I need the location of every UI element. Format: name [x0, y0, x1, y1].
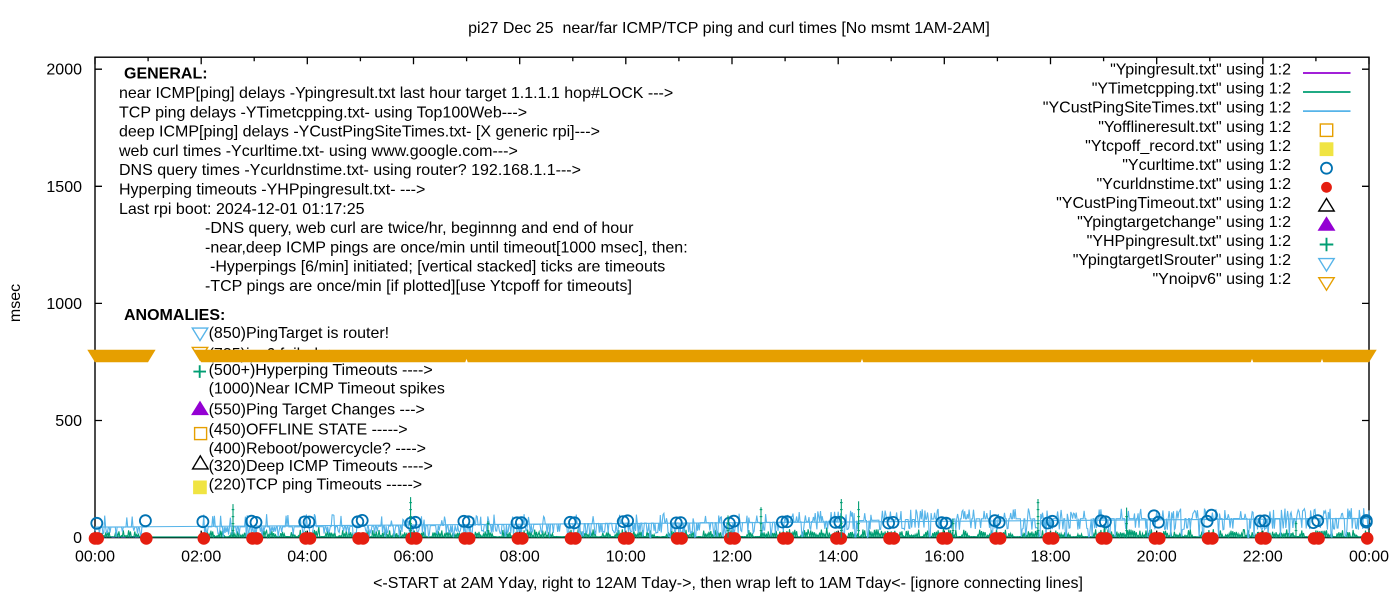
svg-text:00:00: 00:00	[75, 549, 115, 566]
svg-text:(400)Reboot/powercycle? ---->: (400)Reboot/powercycle? ---->	[209, 440, 426, 457]
svg-text:"Ypingresult.txt" using 1:2: "Ypingresult.txt" using 1:2	[1110, 62, 1291, 79]
svg-text:web curl times -Ycurltime.txt-: web curl times -Ycurltime.txt- using www…	[118, 143, 518, 160]
svg-text:-TCP pings are once/min [if pl: -TCP pings are once/min [if plotted][use…	[205, 278, 632, 295]
svg-text:06:00: 06:00	[393, 549, 433, 566]
svg-text:(1000)Near ICMP Timeout spikes: (1000)Near ICMP Timeout spikes	[209, 381, 445, 398]
svg-text:0: 0	[73, 530, 82, 547]
svg-text:Hyperping timeouts -YHPpingres: Hyperping timeouts -YHPpingresult.txt- -…	[119, 182, 425, 199]
svg-text:(500+)Hyperping Timeouts ---->: (500+)Hyperping Timeouts ---->	[209, 362, 433, 379]
svg-text:"YCustPingTimeout.txt" using 1: "YCustPingTimeout.txt" using 1:2	[1056, 195, 1291, 212]
svg-text:14:00: 14:00	[818, 549, 858, 566]
svg-text:"Yofflineresult.txt" using 1:2: "Yofflineresult.txt" using 1:2	[1098, 119, 1291, 136]
svg-text:(850)PingTarget is router!: (850)PingTarget is router!	[209, 325, 390, 342]
svg-text:20:00: 20:00	[1137, 549, 1177, 566]
svg-text:(320)Deep ICMP Timeouts ---->: (320)Deep ICMP Timeouts ---->	[209, 458, 433, 475]
svg-text:1000: 1000	[46, 296, 82, 313]
svg-text:04:00: 04:00	[287, 549, 327, 566]
svg-text:1500: 1500	[46, 179, 82, 196]
svg-text:pi27 Dec 25 near/far ICMP/TCP: pi27 Dec 25 near/far ICMP/TCP ping and c…	[468, 20, 990, 37]
svg-text:msec: msec	[7, 284, 24, 322]
svg-text:02:00: 02:00	[181, 549, 221, 566]
svg-text:GENERAL:: GENERAL:	[124, 66, 208, 83]
svg-text:TCP ping delays -YTimetcpping.: TCP ping delays -YTimetcpping.txt- using…	[119, 104, 527, 121]
svg-text:-near,deep ICMP pings are once: -near,deep ICMP pings are once/min until…	[205, 239, 688, 256]
svg-text:2000: 2000	[46, 62, 82, 79]
svg-text:22:00: 22:00	[1243, 549, 1283, 566]
svg-text:DNS query times -Ycurldnstime.: DNS query times -Ycurldnstime.txt- using…	[119, 162, 581, 179]
svg-text:Last rpi boot: 2024-12-01 01:1: Last rpi boot: 2024-12-01 01:17:25	[119, 201, 365, 218]
svg-text:00:00: 00:00	[1349, 549, 1389, 566]
svg-text:"Ycurltime.txt" using 1:2: "Ycurltime.txt" using 1:2	[1122, 157, 1291, 174]
svg-text:"Ycurldnstime.txt" using 1:2: "Ycurldnstime.txt" using 1:2	[1096, 176, 1291, 193]
svg-text:deep ICMP[ping] delays -YCustP: deep ICMP[ping] delays -YCustPingSiteTim…	[119, 124, 600, 141]
svg-text:(220)TCP ping Timeouts ----->: (220)TCP ping Timeouts ----->	[209, 477, 423, 494]
svg-text:(450)OFFLINE STATE ----->: (450)OFFLINE STATE ----->	[209, 421, 408, 438]
svg-text:<-START at 2AM Yday, right to: <-START at 2AM Yday, right to 12AM Tday-…	[373, 575, 1083, 592]
svg-text:ANOMALIES:: ANOMALIES:	[124, 307, 225, 324]
svg-text:18:00: 18:00	[1030, 549, 1070, 566]
svg-text:"Ypingtargetchange" using 1:2: "Ypingtargetchange" using 1:2	[1077, 214, 1291, 231]
svg-text:"YHPpingresult.txt" using 1:2: "YHPpingresult.txt" using 1:2	[1087, 233, 1291, 250]
svg-text:"YTimetcpping.txt" using 1:2: "YTimetcpping.txt" using 1:2	[1092, 81, 1291, 98]
svg-text:08:00: 08:00	[500, 549, 540, 566]
svg-text:"Ynoipv6" using 1:2: "Ynoipv6" using 1:2	[1152, 271, 1291, 288]
svg-text:"Ytcpoff_record.txt" using 1:2: "Ytcpoff_record.txt" using 1:2	[1085, 138, 1291, 155]
svg-text:-DNS query, web curl are twice: -DNS query, web curl are twice/hr, begin…	[205, 220, 634, 237]
svg-text:16:00: 16:00	[924, 549, 964, 566]
svg-text:-Hyperpings [6/min] initiated;: -Hyperpings [6/min] initiated; [vertical…	[210, 259, 665, 276]
svg-text:10:00: 10:00	[606, 549, 646, 566]
svg-text:500: 500	[55, 413, 82, 430]
svg-text:"YpingtargetISrouter" using 1:: "YpingtargetISrouter" using 1:2	[1073, 252, 1291, 269]
svg-text:12:00: 12:00	[712, 549, 752, 566]
svg-text:near ICMP[ping] delays -Ypingr: near ICMP[ping] delays -Ypingresult.txt …	[119, 85, 673, 102]
svg-text:"YCustPingSiteTimes.txt" using: "YCustPingSiteTimes.txt" using 1:2	[1043, 100, 1291, 117]
svg-text:(550)Ping Target Changes --->: (550)Ping Target Changes --->	[209, 402, 425, 419]
